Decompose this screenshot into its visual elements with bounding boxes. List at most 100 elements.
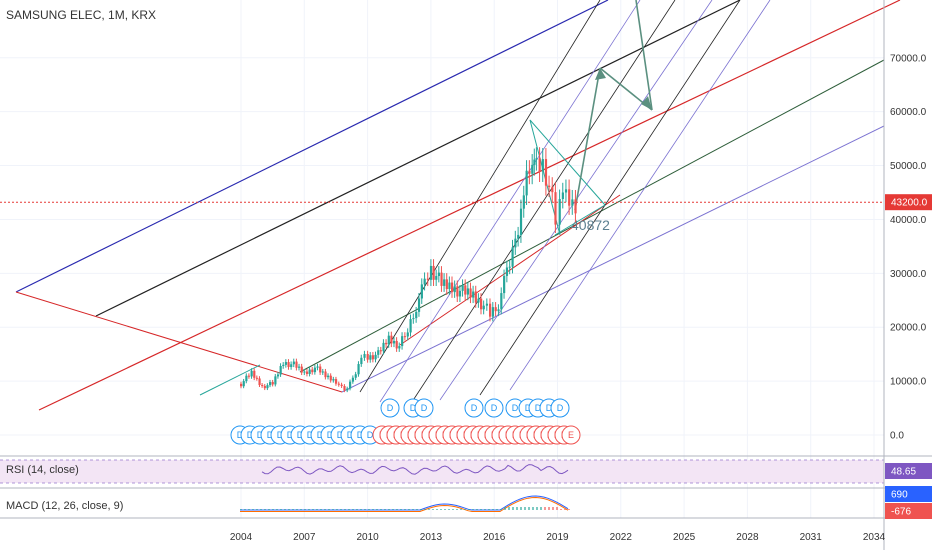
candle-body: [568, 189, 571, 206]
dividend-marker-label: D: [297, 430, 304, 440]
macd-histogram-bar: [312, 509, 314, 510]
macd-histogram-bar: [320, 509, 322, 510]
candle-body: [247, 375, 251, 377]
candle-body: [319, 366, 322, 373]
candle-body: [292, 361, 295, 365]
candle-body: [308, 369, 311, 374]
macd-value-badge: 690: [891, 490, 908, 501]
candle-body: [474, 291, 477, 303]
macd-pane: [240, 495, 570, 512]
current-price-badge: 43200.0: [891, 198, 928, 209]
dividend-marker-label: D: [347, 430, 354, 440]
macd-histogram-bar: [268, 509, 270, 510]
candle-body: [305, 371, 309, 374]
candle-body: [298, 366, 301, 368]
dividend-marker-label: D: [307, 430, 314, 440]
macd-histogram-bar: [336, 509, 338, 510]
macd-histogram-bar: [564, 509, 566, 510]
candle-body: [266, 385, 269, 389]
dividend-marker: [380, 398, 400, 418]
candle-body: [401, 336, 404, 347]
macd-histogram-bar: [324, 509, 326, 510]
candle-body: [519, 208, 523, 235]
dividend-marker-label: D: [277, 430, 284, 440]
candle-body: [445, 279, 448, 290]
candle-body: [371, 355, 375, 360]
macd-histogram-bar: [504, 507, 506, 510]
candle-body: [379, 350, 382, 352]
macd-histogram-bar: [264, 509, 266, 510]
candle-body: [531, 164, 534, 174]
candle-body: [525, 170, 528, 196]
price-tick-label: 30000.0: [890, 269, 927, 280]
macd-signal-badge-bg: [885, 503, 932, 519]
macd-histogram-bar: [292, 509, 294, 510]
macd-histogram-bar: [472, 509, 474, 510]
macd-value-badge-bg: [885, 486, 932, 502]
year-tick-label: 2031: [800, 532, 823, 543]
candle-body: [432, 265, 435, 280]
macd-histogram-bar: [536, 507, 538, 510]
macd-histogram-bar: [464, 509, 466, 510]
candle-body: [456, 286, 459, 297]
macd-histogram-bar: [508, 507, 510, 510]
candle-body: [497, 309, 500, 312]
pitchfork-upper-line: [15, 0, 609, 293]
macd-histogram-bar: [396, 509, 398, 510]
macd-histogram-bar: [568, 509, 570, 510]
macd-histogram-bar: [416, 509, 418, 510]
macd-histogram-bar: [288, 509, 290, 510]
candle-body: [548, 185, 551, 188]
candle-body: [263, 385, 266, 389]
fan-line: [479, 0, 741, 396]
macd-signal-badge: -676: [891, 507, 911, 518]
candle-body: [458, 290, 462, 297]
candle-body: [392, 340, 396, 344]
candle-body: [255, 377, 259, 379]
macd-histogram-bar: [444, 509, 446, 510]
dividend-marker-label: D: [257, 430, 264, 440]
candle-body: [276, 374, 280, 377]
dividend-marker-label: D: [337, 430, 344, 440]
pitchfork-median-black: [95, 0, 741, 317]
macd-histogram-bar: [252, 509, 254, 510]
candle-body: [511, 247, 514, 267]
candle-body: [574, 199, 577, 214]
macd-histogram-bar: [364, 509, 366, 510]
macd-label: MACD (12, 26, close, 9): [6, 500, 124, 512]
candle-body: [300, 366, 303, 373]
candle-body: [522, 195, 525, 209]
candle-body: [488, 303, 492, 317]
macd-histogram-bar: [560, 509, 562, 510]
macd-histogram-bar: [548, 507, 550, 510]
candle-body: [551, 187, 554, 193]
rsi-band: [0, 460, 884, 483]
macd-histogram-bar: [540, 507, 542, 510]
macd-histogram-bar: [368, 509, 370, 510]
price-tick-label: 70000.0: [890, 53, 927, 64]
pitchfork-handle: [15, 291, 343, 393]
macd-histogram-bar: [272, 509, 274, 510]
price-tick-label: 20000.0: [890, 323, 927, 334]
macd-histogram-bar: [240, 509, 242, 510]
dividend-marker-label: D: [267, 430, 274, 440]
candle-body: [250, 370, 253, 377]
macd-histogram-bar: [452, 509, 454, 510]
macd-histogram-bar: [448, 509, 450, 510]
candle-body: [287, 362, 290, 368]
candle-body: [423, 278, 426, 285]
candle-body: [517, 234, 520, 239]
dividend-marker-label: D: [546, 403, 553, 413]
dividend-marker-label: D: [535, 403, 542, 413]
candle-body: [538, 158, 541, 172]
dividend-marker: [484, 398, 504, 418]
candle-body: [415, 311, 418, 319]
macd-histogram-bar: [352, 509, 354, 510]
dividend-marker-label: D: [471, 403, 478, 413]
candle-body: [482, 305, 485, 310]
candle-body: [360, 357, 363, 365]
dividend-marker-label: D: [237, 430, 244, 440]
candle-body: [544, 159, 548, 186]
